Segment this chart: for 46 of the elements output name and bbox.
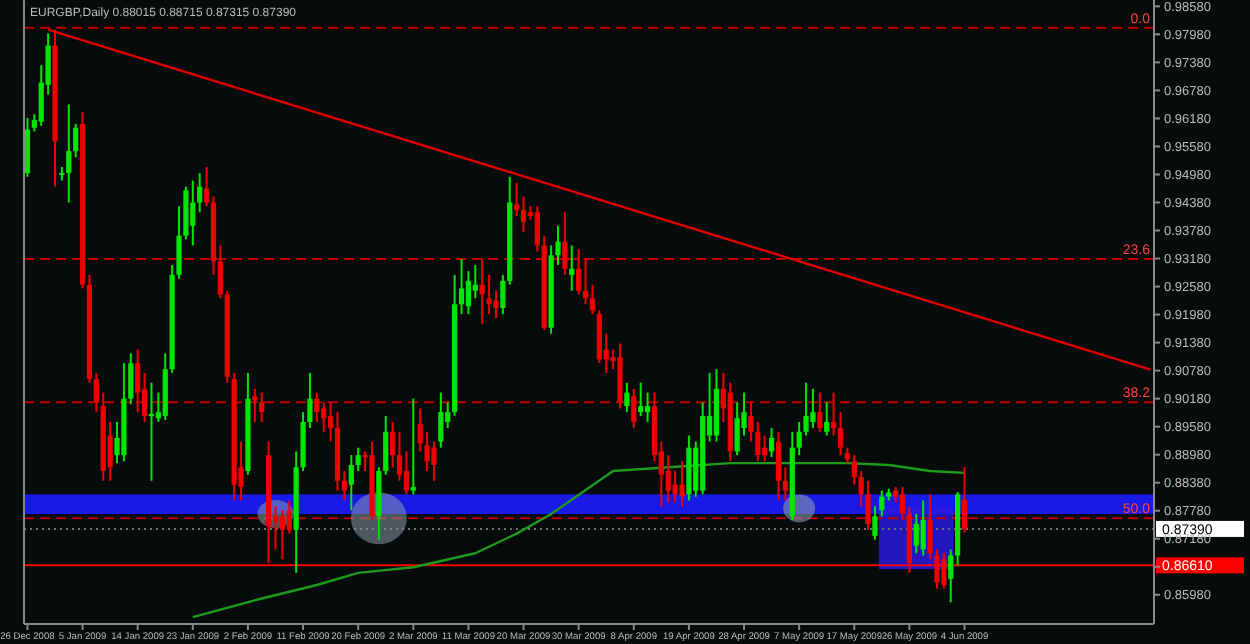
- candlestick: [624, 381, 630, 414]
- candlestick: [286, 499, 292, 535]
- candlestick: [431, 440, 437, 482]
- candlestick: [259, 391, 265, 423]
- candlestick: [631, 387, 637, 430]
- candlestick: [24, 116, 31, 178]
- candlestick: [810, 387, 816, 430]
- candlestick: [438, 391, 444, 449]
- candlestick: [135, 348, 141, 414]
- candlestick: [148, 381, 155, 482]
- candlestick: [913, 512, 919, 555]
- candlestick: [817, 391, 823, 433]
- candlestick: [390, 420, 396, 469]
- candlestick: [665, 454, 671, 504]
- candlestick: [961, 466, 968, 534]
- line-series: [191, 461, 966, 619]
- candlestick: [617, 342, 623, 410]
- candlestick: [314, 391, 320, 423]
- candlestick: [252, 387, 258, 423]
- candlestick: [66, 103, 72, 204]
- candlestick: [734, 401, 740, 457]
- candlestick: [644, 391, 651, 423]
- candlestick: [562, 211, 568, 276]
- candlestick: [679, 460, 685, 508]
- candlestick: [762, 434, 768, 463]
- candlestick: [410, 397, 416, 496]
- candlestick: [514, 181, 520, 218]
- candlestick: [686, 434, 692, 502]
- candlestick: [279, 509, 285, 561]
- candlestick: [824, 401, 830, 437]
- candlestick: [865, 479, 871, 531]
- candlestick: [941, 552, 947, 590]
- candlestick: [190, 179, 196, 247]
- candlestick: [472, 264, 478, 300]
- candlestick: [713, 368, 720, 443]
- candlestick: [569, 244, 575, 292]
- candlestick: [872, 505, 878, 541]
- candlestick: [348, 454, 354, 512]
- candlestick: [582, 257, 589, 306]
- candlestick: [576, 248, 582, 296]
- candlestick: [638, 381, 644, 417]
- candlestick: [775, 430, 782, 502]
- candlestick: [768, 427, 775, 459]
- candlestick: [321, 401, 327, 433]
- candlestick: [596, 309, 602, 365]
- candlestick: [920, 499, 926, 557]
